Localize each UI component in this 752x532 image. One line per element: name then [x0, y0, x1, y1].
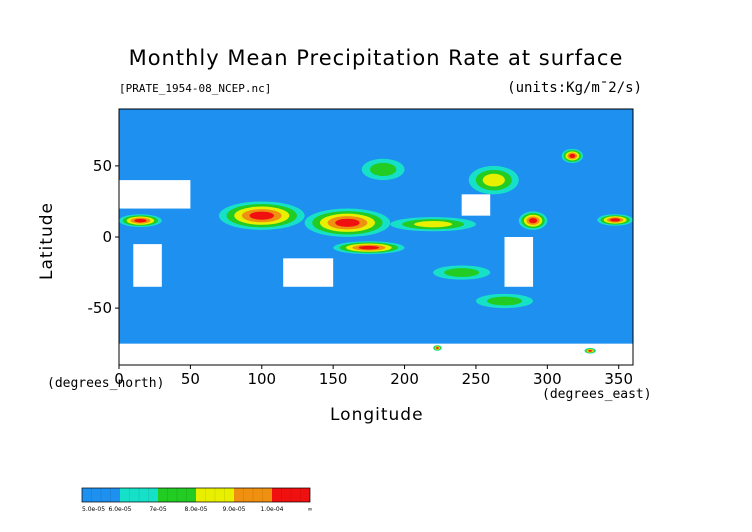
plot-area [119, 109, 633, 365]
precip-region-12 [433, 345, 442, 351]
precip-region-2 [333, 241, 405, 255]
missing-region-3 [504, 237, 534, 287]
precip-region-3 [119, 214, 162, 228]
y-axis: -50 0 50 [88, 157, 119, 317]
plot-background [119, 109, 633, 365]
x-tick-label: 50 [181, 370, 200, 388]
colorbar-swatch-3 [196, 488, 234, 502]
y-tick-label: 0 [102, 228, 112, 246]
colorbar-label: 6.0e-05 [108, 506, 131, 513]
missing-region-5 [119, 343, 633, 365]
x-axis-label: Longitude [330, 405, 424, 425]
precip-region-9 [433, 265, 491, 280]
y-axis-label: Latitude [37, 202, 57, 280]
precip-region-7 [390, 217, 476, 232]
precip-region-13 [584, 347, 596, 354]
precip-region-4 [518, 211, 548, 230]
colorbar-swatch-5 [272, 488, 310, 502]
colorbar-label: ∞ [308, 506, 313, 513]
x-tick-label: 300 [533, 370, 562, 388]
colorbar-swatch-4 [234, 488, 272, 502]
colorbar: 5.0e-05 6.0e-05 7e-05 8.0e-05 9.0e-05 1.0e-04… [81, 487, 313, 513]
x-tick-label: 350 [604, 370, 633, 388]
y-unit-label: (degrees_north) [47, 376, 165, 391]
colorbar-label: 9.0e-05 [222, 506, 245, 513]
x-tick-label: 200 [390, 370, 419, 388]
colorbar-label: 7e-05 [149, 506, 166, 513]
precip-region-5 [597, 214, 633, 226]
precip-region-1 [304, 208, 391, 237]
precip-region-0 [218, 201, 305, 230]
colorbar-swatch-1 [120, 488, 158, 502]
colorbar-swatch-0 [82, 488, 120, 502]
colorbar-label: 5.0e-05 [82, 506, 105, 513]
colorbar-label: 1.0e-04 [260, 506, 283, 513]
x-tick-label: 100 [247, 370, 276, 388]
colorbar-label: 8.0e-05 [184, 506, 207, 513]
colorbar-swatch-2 [158, 488, 196, 502]
precip-region-6 [561, 148, 584, 164]
missing-region-4 [461, 194, 491, 216]
x-tick-label: 150 [319, 370, 348, 388]
missing-region-0 [119, 180, 191, 209]
chart-title: Monthly Mean Precipitation Rate at surfa… [128, 46, 624, 70]
dataset-filename: [PRATE_1954-08_NCEP.nc] [119, 82, 272, 95]
missing-region-1 [133, 244, 162, 287]
y-tick-label: 50 [93, 157, 112, 175]
precip-region-10 [475, 293, 534, 309]
x-unit-label: (degrees_east) [542, 387, 652, 402]
x-tick-label: 0 [114, 370, 124, 388]
x-tick-label: 250 [462, 370, 491, 388]
missing-region-2 [283, 258, 334, 287]
x-axis: 0 50 100 150 200 250 300 350 [114, 365, 633, 388]
units-label: (units:Kg/m¯2/s) [507, 80, 642, 96]
y-tick-label: -50 [88, 299, 113, 317]
precip-region-11 [361, 158, 405, 181]
precip-region-8 [468, 165, 519, 195]
